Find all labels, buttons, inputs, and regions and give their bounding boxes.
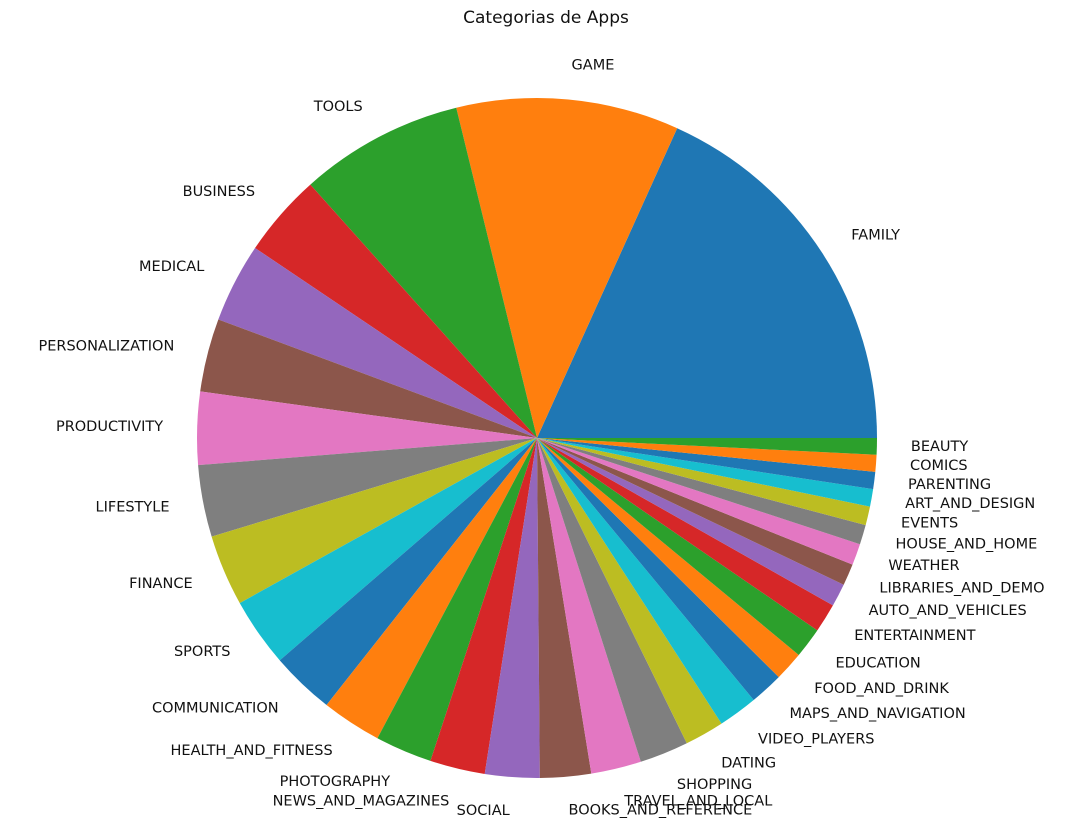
slice-label-entertainment: ENTERTAINMENT [854,628,975,644]
pie-slice-productivity [197,391,537,466]
pie-slice-sports [239,438,537,661]
slice-label-education: EDUCATION [835,655,920,671]
pie-slice-comics [537,438,877,472]
chart-title: Categorias de Apps [463,8,629,28]
pie-slice-food-and-drink [537,438,799,678]
pie-slice-social [484,438,540,778]
slice-label-dating: DATING [721,755,776,771]
pie-slice-news-and-magazines [430,438,537,774]
pie-slice-personalization [200,319,537,438]
slice-label-family: FAMILY [851,227,900,243]
pie-slice-game [456,98,678,439]
slice-label-maps-and-navigation: MAPS_AND_NAVIGATION [789,706,965,722]
pie-slice-photography [377,438,537,761]
pie-slice-maps-and-navigation [537,438,779,700]
pie-slice-communication [279,438,537,706]
slice-label-game: GAME [572,58,615,74]
slice-label-books-and-reference: BOOKS_AND_REFERENCE [569,803,753,819]
slice-label-house-and-home: HOUSE_AND_HOME [896,536,1038,552]
pie-slice-parenting [537,438,876,490]
pie-slice-lifestyle [198,438,537,537]
slice-label-news-and-magazines: NEWS_AND_MAGAZINES [273,794,450,810]
pie-slice-art-and-design [537,438,874,507]
slice-label-medical: MEDICAL [139,259,204,275]
pie-slice-auto-and-vehicles [537,438,844,606]
pie-slice-tools [310,107,537,439]
slice-label-lifestyle: LIFESTYLE [96,500,170,516]
pie-slice-family [537,128,877,439]
slice-label-travel-and-local: TRAVEL_AND_LOCAL [623,794,772,810]
slice-label-parenting: PARENTING [908,477,991,493]
pie-slice-entertainment [537,438,833,631]
slice-label-libraries-and-demo: LIBRARIES_AND_DEMO [879,580,1044,596]
pie-slice-health-and-fitness [326,438,537,739]
pie-slice-shopping [537,438,687,762]
slice-label-beauty: BEAUTY [911,439,968,455]
pie-slice-beauty [537,438,877,455]
slice-label-productivity: PRODUCTIVITY [56,419,163,435]
pie-slice-weather [537,438,860,565]
slice-label-comics: COMICS [910,458,968,474]
slices-layer [197,98,877,778]
slice-label-art-and-design: ART_AND_DESIGN [905,496,1035,512]
slice-label-personalization: PERSONALIZATION [38,339,174,355]
pie-slice-travel-and-local [537,438,641,774]
slice-label-communication: COMMUNICATION [152,700,279,716]
slice-label-food-and-drink: FOOD_AND_DRINK [814,681,949,697]
slice-label-sports: SPORTS [174,644,230,660]
slice-label-photography: PHOTOGRAPHY [280,774,391,790]
pie-slice-video-players [537,438,754,724]
slice-label-weather: WEATHER [888,558,959,574]
slice-label-events: EVENTS [901,516,958,532]
slice-label-social: SOCIAL [457,803,510,819]
pie-slice-medical [218,247,537,438]
slice-label-auto-and-vehicles: AUTO_AND_VEHICLES [869,603,1027,619]
slice-label-video-players: VIDEO_PLAYERS [758,732,874,748]
pie-slice-education [537,438,818,655]
slice-label-business: BUSINESS [183,184,255,200]
pie-slice-house-and-home [537,438,866,545]
pie-slice-books-and-reference [537,438,592,778]
pie-slice-business [255,184,537,438]
pie-slice-dating [537,438,722,744]
slice-label-finance: FINANCE [129,576,193,592]
pie-slice-finance [211,438,537,604]
pie-slice-libraries-and-demo [537,438,853,585]
slice-label-tools: TOOLS [313,99,363,115]
labels-layer: FAMILY GAME TOOLS BUSINESS MEDICAL PERSONALIZ… [38,58,1044,819]
pie-slice-events [537,438,870,526]
slice-label-health-and-fitness: HEALTH_AND_FITNESS [171,743,333,759]
slice-label-shopping: SHOPPING [677,777,752,793]
